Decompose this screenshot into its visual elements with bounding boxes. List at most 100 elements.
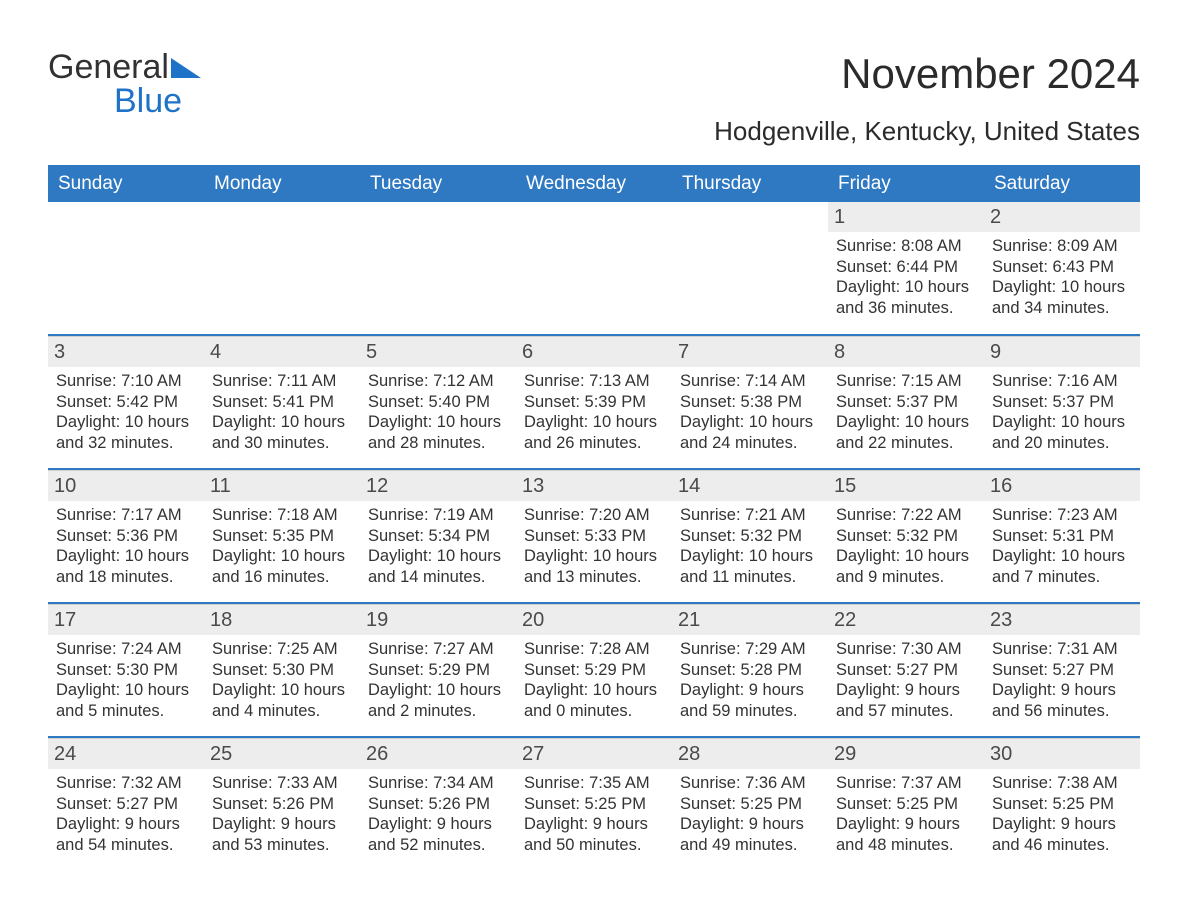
day-cell: 5 Sunrise: 7:12 AMSunset: 5:40 PMDaylight… xyxy=(360,337,516,464)
sunrise: Sunrise: 7:11 AM xyxy=(212,371,352,392)
day-number: 26 xyxy=(360,739,516,769)
day-cell: . xyxy=(672,202,828,330)
day-body: Sunrise: 7:36 AMSunset: 5:25 PMDaylight:… xyxy=(680,773,820,856)
sunset: Sunset: 5:26 PM xyxy=(368,794,508,815)
day-body: Sunrise: 8:08 AMSunset: 6:44 PMDaylight:… xyxy=(836,236,976,319)
day-number: 30 xyxy=(984,739,1140,769)
daylight: Daylight: 10 hours and 13 minutes. xyxy=(524,546,664,587)
day-cell: . xyxy=(48,202,204,330)
sunset: Sunset: 5:29 PM xyxy=(368,660,508,681)
day-cell: 28 Sunrise: 7:36 AMSunset: 5:25 PMDayligh… xyxy=(672,739,828,866)
day-cell: 15Sunrise: 7:22 AMSunset: 5:32 PMDayligh… xyxy=(828,471,984,598)
logo-word2: Blue xyxy=(48,82,182,120)
day-number: 28 xyxy=(672,739,828,769)
day-number: 13 xyxy=(516,471,672,501)
sunrise: Sunrise: 7:12 AM xyxy=(368,371,508,392)
sunrise: Sunrise: 7:28 AM xyxy=(524,639,664,660)
day-number: 18 xyxy=(204,605,360,635)
sunrise: Sunrise: 7:34 AM xyxy=(368,773,508,794)
day-cell: 30 Sunrise: 7:38 AMSunset: 5:25 PMDayligh… xyxy=(984,739,1140,866)
day-cell: 20 Sunrise: 7:28 AMSunset: 5:29 PMDayligh… xyxy=(516,605,672,732)
day-body: Sunrise: 7:21 AMSunset: 5:32 PMDaylight:… xyxy=(680,505,820,588)
daylight: Daylight: 10 hours and 4 minutes. xyxy=(212,680,352,721)
day-number: 6 xyxy=(516,337,672,367)
sunset: Sunset: 5:37 PM xyxy=(992,392,1132,413)
daylight: Daylight: 10 hours and 30 minutes. xyxy=(212,412,352,453)
dow-saturday: Saturday xyxy=(984,165,1140,202)
day-number: 3 xyxy=(48,337,204,367)
sunrise: Sunrise: 7:18 AM xyxy=(212,505,352,526)
header: General Blue November 2024 Hodgenville, … xyxy=(48,50,1140,157)
sunset: Sunset: 5:28 PM xyxy=(680,660,820,681)
sunset: Sunset: 5:33 PM xyxy=(524,526,664,547)
daylight: Daylight: 10 hours and 32 minutes. xyxy=(56,412,196,453)
day-body: Sunrise: 7:30 AMSunset: 5:27 PMDaylight:… xyxy=(836,639,976,722)
daylight: Daylight: 10 hours and 34 minutes. xyxy=(992,277,1132,318)
day-body: Sunrise: 7:24 AMSunset: 5:30 PMDaylight:… xyxy=(56,639,196,722)
day-body: Sunrise: 7:33 AMSunset: 5:26 PMDaylight:… xyxy=(212,773,352,856)
day-body: Sunrise: 7:38 AMSunset: 5:25 PMDaylight:… xyxy=(992,773,1132,856)
sunrise: Sunrise: 7:19 AM xyxy=(368,505,508,526)
day-body: Sunrise: 7:19 AMSunset: 5:34 PMDaylight:… xyxy=(368,505,508,588)
day-cell: 1 Sunrise: 8:08 AMSunset: 6:44 PMDaylight… xyxy=(828,202,984,330)
day-cell: 16Sunrise: 7:23 AMSunset: 5:31 PMDayligh… xyxy=(984,471,1140,598)
sunset: Sunset: 5:30 PM xyxy=(212,660,352,681)
daylight: Daylight: 10 hours and 28 minutes. xyxy=(368,412,508,453)
day-body: Sunrise: 7:25 AMSunset: 5:30 PMDaylight:… xyxy=(212,639,352,722)
sunset: Sunset: 5:40 PM xyxy=(368,392,508,413)
dow-wednesday: Wednesday xyxy=(516,165,672,202)
day-number: 8 xyxy=(828,337,984,367)
logo-flag-icon xyxy=(171,50,201,84)
sunrise: Sunrise: 7:32 AM xyxy=(56,773,196,794)
sunset: Sunset: 5:30 PM xyxy=(56,660,196,681)
day-cell: 19 Sunrise: 7:27 AMSunset: 5:29 PMDayligh… xyxy=(360,605,516,732)
week-row: 10Sunrise: 7:17 AMSunset: 5:36 PMDayligh… xyxy=(48,470,1140,598)
day-number: 24 xyxy=(48,739,204,769)
day-cell: 14Sunrise: 7:21 AMSunset: 5:32 PMDayligh… xyxy=(672,471,828,598)
day-cell: 12Sunrise: 7:19 AMSunset: 5:34 PMDayligh… xyxy=(360,471,516,598)
day-number: 5 xyxy=(360,337,516,367)
day-cell: 23Sunrise: 7:31 AMSunset: 5:27 PMDayligh… xyxy=(984,605,1140,732)
page: General Blue November 2024 Hodgenville, … xyxy=(0,0,1188,906)
daylight: Daylight: 9 hours and 49 minutes. xyxy=(680,814,820,855)
day-cell: 3Sunrise: 7:10 AMSunset: 5:42 PMDaylight… xyxy=(48,337,204,464)
sunset: Sunset: 6:44 PM xyxy=(836,257,976,278)
sunrise: Sunrise: 7:29 AM xyxy=(680,639,820,660)
day-cell: 4Sunrise: 7:11 AMSunset: 5:41 PMDaylight… xyxy=(204,337,360,464)
day-number: 20 xyxy=(516,605,672,635)
day-body: Sunrise: 7:15 AMSunset: 5:37 PMDaylight:… xyxy=(836,371,976,454)
day-body: Sunrise: 7:27 AMSunset: 5:29 PMDaylight:… xyxy=(368,639,508,722)
day-cell: 9Sunrise: 7:16 AMSunset: 5:37 PMDaylight… xyxy=(984,337,1140,464)
sunrise: Sunrise: 7:38 AM xyxy=(992,773,1132,794)
day-number: 1 xyxy=(828,202,984,232)
day-number: 25 xyxy=(204,739,360,769)
daylight: Daylight: 10 hours and 0 minutes. xyxy=(524,680,664,721)
daylight: Daylight: 10 hours and 24 minutes. xyxy=(680,412,820,453)
sunrise: Sunrise: 7:31 AM xyxy=(992,639,1132,660)
day-body: Sunrise: 7:23 AMSunset: 5:31 PMDaylight:… xyxy=(992,505,1132,588)
daylight: Daylight: 10 hours and 36 minutes. xyxy=(836,277,976,318)
daylight: Daylight: 10 hours and 18 minutes. xyxy=(56,546,196,587)
day-cell: 11Sunrise: 7:18 AMSunset: 5:35 PMDayligh… xyxy=(204,471,360,598)
daylight: Daylight: 9 hours and 57 minutes. xyxy=(836,680,976,721)
daylight: Daylight: 9 hours and 48 minutes. xyxy=(836,814,976,855)
calendar: Sunday Monday Tuesday Wednesday Thursday… xyxy=(48,165,1140,866)
day-cell: 24Sunrise: 7:32 AMSunset: 5:27 PMDayligh… xyxy=(48,739,204,866)
dow-thursday: Thursday xyxy=(672,165,828,202)
daylight: Daylight: 9 hours and 52 minutes. xyxy=(368,814,508,855)
day-cell: 27Sunrise: 7:35 AMSunset: 5:25 PMDayligh… xyxy=(516,739,672,866)
sunset: Sunset: 5:31 PM xyxy=(992,526,1132,547)
sunrise: Sunrise: 7:25 AM xyxy=(212,639,352,660)
sunset: Sunset: 5:25 PM xyxy=(680,794,820,815)
sunrise: Sunrise: 7:22 AM xyxy=(836,505,976,526)
sunset: Sunset: 5:27 PM xyxy=(836,660,976,681)
day-cell: 10Sunrise: 7:17 AMSunset: 5:36 PMDayligh… xyxy=(48,471,204,598)
day-cell: 13Sunrise: 7:20 AMSunset: 5:33 PMDayligh… xyxy=(516,471,672,598)
logo-word1: General xyxy=(48,48,169,86)
day-body: Sunrise: 7:16 AMSunset: 5:37 PMDaylight:… xyxy=(992,371,1132,454)
day-number: 19 xyxy=(360,605,516,635)
sunrise: Sunrise: 7:35 AM xyxy=(524,773,664,794)
sunset: Sunset: 5:29 PM xyxy=(524,660,664,681)
daylight: Daylight: 10 hours and 9 minutes. xyxy=(836,546,976,587)
month-title: November 2024 xyxy=(714,50,1140,98)
